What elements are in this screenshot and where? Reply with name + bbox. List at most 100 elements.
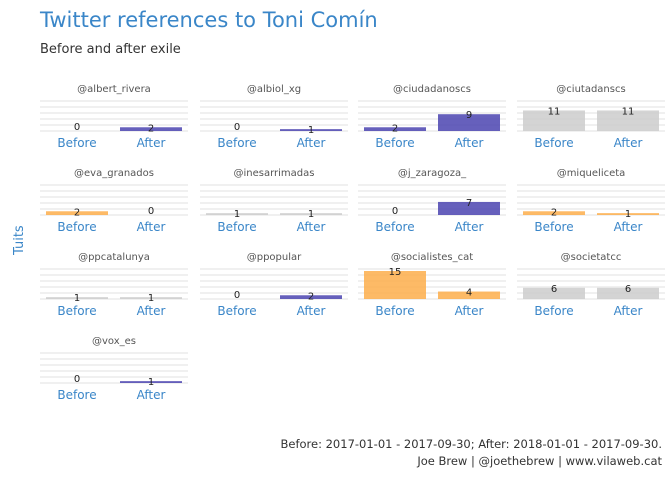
bar-after bbox=[120, 297, 182, 299]
facet-label: @ciutadanscs bbox=[556, 84, 625, 95]
facet-panel: @eva_granados 2 Before 0 After bbox=[40, 168, 188, 234]
facet-label: @j_zaragoza_ bbox=[398, 168, 467, 179]
x-tick-label: After bbox=[614, 136, 643, 150]
bar-after bbox=[120, 127, 182, 131]
bar-after bbox=[597, 213, 659, 215]
caption-line-1: Before: 2017-01-01 - 2017-09-30; After: … bbox=[280, 437, 662, 451]
facet-panel: @albert_rivera 0 Before 2 After bbox=[40, 84, 188, 150]
x-tick-label: After bbox=[137, 304, 166, 318]
bar-before bbox=[523, 287, 585, 299]
facet-label: @socialistes_cat bbox=[391, 252, 473, 263]
x-tick-label: Before bbox=[217, 220, 256, 234]
x-tick-label: Before bbox=[217, 136, 256, 150]
bar-after bbox=[120, 381, 182, 383]
value-label: 2 bbox=[551, 207, 557, 218]
chart-title: Twitter references to Toni Comín bbox=[40, 8, 378, 32]
bar-after bbox=[280, 295, 342, 299]
value-label: 2 bbox=[308, 291, 314, 302]
x-tick-label: Before bbox=[375, 220, 414, 234]
value-label: 0 bbox=[74, 122, 80, 133]
value-label: 6 bbox=[625, 284, 631, 295]
x-tick-label: After bbox=[455, 304, 484, 318]
value-label: 1 bbox=[234, 209, 240, 220]
bar-after bbox=[438, 114, 500, 131]
bar-after bbox=[280, 213, 342, 215]
facet-label: @ciudadanoscs bbox=[393, 84, 471, 95]
bar-before bbox=[206, 213, 268, 215]
facet-panel: @ppopular 0 Before 2 After bbox=[200, 252, 348, 318]
bar-after bbox=[438, 291, 500, 299]
facet-panel: @societatcc 6 Before 6 After bbox=[517, 252, 665, 318]
value-label: 1 bbox=[625, 209, 631, 220]
x-tick-label: Before bbox=[534, 136, 573, 150]
value-label: 2 bbox=[148, 123, 154, 134]
caption-line-2: Joe Brew | @joethebrew | www.vilaweb.cat bbox=[417, 454, 662, 468]
value-label: 6 bbox=[551, 284, 557, 295]
value-label: 0 bbox=[392, 206, 398, 217]
x-tick-label: Before bbox=[534, 220, 573, 234]
value-label: 7 bbox=[466, 198, 472, 209]
facet-panel: @socialistes_cat 15 Before 4 After bbox=[358, 252, 506, 318]
facet-label: @albert_rivera bbox=[77, 84, 151, 95]
facet-label: @miqueliceta bbox=[557, 168, 626, 179]
value-label: 0 bbox=[148, 206, 154, 217]
bar-after bbox=[597, 110, 659, 131]
bar-after bbox=[438, 201, 500, 215]
bar-before bbox=[523, 211, 585, 215]
value-label: 1 bbox=[148, 293, 154, 304]
value-label: 1 bbox=[308, 125, 314, 136]
facet-label: @inesarrimadas bbox=[234, 168, 315, 179]
x-tick-label: Before bbox=[217, 304, 256, 318]
value-label: 15 bbox=[389, 267, 402, 278]
value-label: 2 bbox=[74, 207, 80, 218]
value-label: 0 bbox=[234, 290, 240, 301]
value-label: 2 bbox=[392, 123, 398, 134]
x-tick-label: After bbox=[297, 136, 326, 150]
facet-label: @eva_granados bbox=[74, 168, 154, 179]
value-label: 11 bbox=[548, 106, 561, 117]
x-tick-label: After bbox=[137, 220, 166, 234]
value-label: 4 bbox=[466, 288, 472, 299]
x-tick-label: Before bbox=[57, 388, 96, 402]
facet-panel: @j_zaragoza_ 0 Before 7 After bbox=[358, 168, 506, 234]
value-label: 1 bbox=[308, 209, 314, 220]
x-tick-label: Before bbox=[57, 136, 96, 150]
bar-after bbox=[280, 129, 342, 131]
value-label: 0 bbox=[74, 374, 80, 385]
facet-label: @ppopular bbox=[247, 252, 302, 263]
facet-panel: @ciutadanscs 11 Before 11 After bbox=[517, 84, 665, 150]
value-label: 0 bbox=[234, 122, 240, 133]
facet-label: @societatcc bbox=[561, 252, 622, 263]
x-tick-label: After bbox=[297, 304, 326, 318]
x-tick-label: After bbox=[137, 388, 166, 402]
x-tick-label: Before bbox=[534, 304, 573, 318]
bar-after bbox=[597, 287, 659, 299]
value-label: 11 bbox=[622, 106, 635, 117]
facet-label: @ppcatalunya bbox=[78, 252, 150, 263]
x-tick-label: Before bbox=[57, 220, 96, 234]
x-tick-label: Before bbox=[375, 304, 414, 318]
facet-panel: @ciudadanoscs 2 Before 9 After bbox=[358, 84, 506, 150]
bar-before bbox=[364, 127, 426, 131]
value-label: 9 bbox=[466, 110, 472, 121]
facet-label: @albiol_xg bbox=[247, 84, 301, 95]
bar-before bbox=[364, 271, 426, 299]
x-tick-label: After bbox=[137, 136, 166, 150]
x-tick-label: After bbox=[614, 304, 643, 318]
x-tick-label: Before bbox=[375, 136, 414, 150]
value-label: 1 bbox=[74, 293, 80, 304]
x-tick-label: Before bbox=[57, 304, 96, 318]
bar-before bbox=[46, 297, 108, 299]
facet-label: @vox_es bbox=[92, 336, 136, 347]
x-tick-label: After bbox=[455, 136, 484, 150]
chart-subtitle: Before and after exile bbox=[40, 42, 181, 57]
bar-before bbox=[46, 211, 108, 215]
x-tick-label: After bbox=[614, 220, 643, 234]
